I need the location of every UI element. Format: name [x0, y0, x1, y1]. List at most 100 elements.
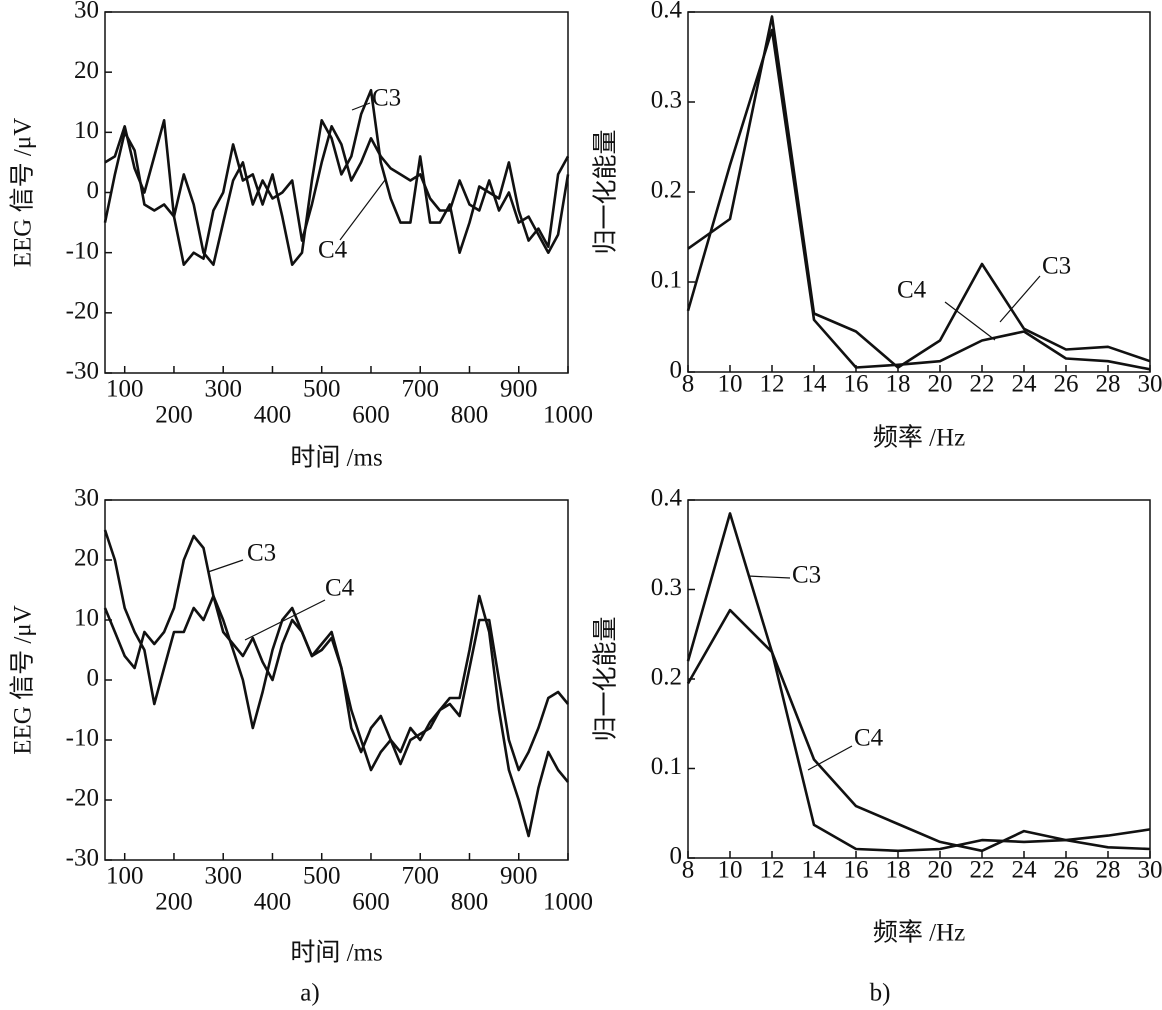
- y-tick-label: 30: [74, 0, 99, 24]
- y-tick-label: 0: [670, 357, 683, 384]
- x-tick-label: 400: [254, 402, 292, 429]
- x-tick-label: 300: [204, 863, 242, 890]
- y-tick-label: 0: [87, 177, 100, 204]
- x-tick-label: 12: [760, 371, 785, 398]
- x-tick-label: 500: [303, 863, 341, 890]
- y-tick-label: 20: [74, 545, 99, 572]
- x-tick-label: 900: [500, 863, 538, 890]
- caption: b): [870, 980, 891, 1007]
- y-axis-label: EEG 信号 /μV: [9, 605, 37, 755]
- x-tick-label: 14: [802, 371, 828, 398]
- y-tick-label: -10: [66, 725, 99, 752]
- label-leader: [944, 301, 996, 341]
- y-tick-label: 30: [74, 485, 99, 512]
- x-tick-label: 300: [204, 376, 242, 403]
- series-line: [686, 28, 1151, 371]
- series-label: C4: [318, 237, 348, 264]
- label-leader: [339, 179, 386, 241]
- y-axis-label: EEG 信号 /μV: [9, 118, 37, 268]
- x-tick-label: 22: [970, 371, 995, 398]
- plot-frame: [687, 11, 1151, 373]
- y-tick-label: 0.3: [651, 87, 682, 114]
- y-tick-label: -30: [66, 358, 99, 385]
- y-tick-label: 0.1: [651, 267, 682, 294]
- x-tick-label: 700: [401, 376, 439, 403]
- y-tick-label: 20: [74, 57, 99, 84]
- x-tick-label: 600: [352, 889, 390, 916]
- y-tick-label: -20: [66, 785, 99, 812]
- x-tick-label: 16: [844, 857, 869, 884]
- label-leader: [207, 559, 244, 573]
- series-label: C3: [1042, 253, 1071, 280]
- series-label: C4: [897, 277, 927, 304]
- y-tick-label: 0.3: [651, 574, 682, 601]
- plot-frame: [687, 499, 1151, 859]
- x-tick-label: 700: [401, 863, 439, 890]
- y-tick-label: 0.2: [651, 664, 682, 691]
- plot-frame: [104, 11, 569, 374]
- y-tick-label: -30: [66, 845, 99, 872]
- label-leader: [807, 745, 853, 771]
- series-line: [686, 512, 1151, 853]
- x-tick-label: 18: [886, 857, 911, 884]
- series-line: [687, 15, 1151, 369]
- y-tick-label: 0: [87, 665, 100, 692]
- x-tick-label: 100: [106, 863, 144, 890]
- x-tick-label: 14: [802, 857, 828, 884]
- x-axis-label: 时间 /ms: [290, 939, 382, 967]
- x-tick-label: 400: [254, 889, 292, 916]
- x-tick-label: 10: [718, 857, 743, 884]
- x-tick-label: 900: [500, 376, 538, 403]
- x-tick-label: 800: [451, 889, 489, 916]
- y-tick-label: 0.1: [651, 753, 682, 780]
- series-label: C3: [792, 562, 821, 589]
- y-tick-label: 10: [74, 605, 99, 632]
- y-axis-label: 归一化能量: [592, 129, 620, 254]
- x-tick-label: 24: [1012, 857, 1038, 884]
- x-tick-label: 800: [451, 402, 489, 429]
- caption: a): [300, 980, 319, 1007]
- series-label: C3: [247, 540, 276, 567]
- series-line: [686, 608, 1151, 853]
- y-tick-label: 0: [670, 843, 683, 870]
- x-tick-label: 20: [928, 857, 953, 884]
- x-tick-label: 26: [1054, 857, 1079, 884]
- y-axis-label: 归一化能量: [592, 616, 620, 741]
- x-tick-label: 8: [682, 371, 695, 398]
- x-tick-label: 28: [1096, 857, 1121, 884]
- x-tick-label: 200: [155, 402, 193, 429]
- x-tick-label: 16: [844, 371, 869, 398]
- x-tick-label: 1000: [543, 889, 593, 916]
- x-tick-label: 8: [682, 857, 695, 884]
- label-leader: [999, 275, 1041, 323]
- x-tick-label: 22: [970, 857, 995, 884]
- x-tick-label: 24: [1012, 371, 1038, 398]
- x-tick-label: 30: [1138, 857, 1162, 884]
- x-tick-label: 20: [928, 371, 953, 398]
- x-tick-label: 12: [760, 857, 785, 884]
- series-line: [103, 529, 570, 772]
- y-tick-label: 0.4: [651, 485, 683, 512]
- label-leader: [244, 599, 326, 641]
- x-tick-label: 500: [303, 376, 341, 403]
- label-leader: [747, 575, 791, 579]
- x-axis-label: 频率 /Hz: [873, 919, 965, 947]
- x-tick-label: 28: [1096, 371, 1121, 398]
- y-tick-label: -20: [66, 298, 99, 325]
- x-tick-label: 600: [352, 402, 390, 429]
- series-line: [103, 125, 570, 266]
- x-tick-label: 1000: [543, 402, 593, 429]
- x-tick-label: 200: [155, 889, 193, 916]
- series-line: [104, 88, 570, 266]
- x-axis-label: 时间 /ms: [290, 444, 382, 472]
- x-tick-label: 10: [718, 371, 743, 398]
- series-label: C4: [325, 575, 355, 602]
- x-axis-label: 频率 /Hz: [873, 424, 965, 452]
- x-tick-label: 26: [1054, 371, 1079, 398]
- y-tick-label: -10: [66, 237, 99, 264]
- x-tick-label: 100: [106, 376, 144, 403]
- label-leader: [351, 102, 371, 111]
- series-label: C4: [854, 725, 884, 752]
- y-tick-label: 0.4: [651, 0, 683, 24]
